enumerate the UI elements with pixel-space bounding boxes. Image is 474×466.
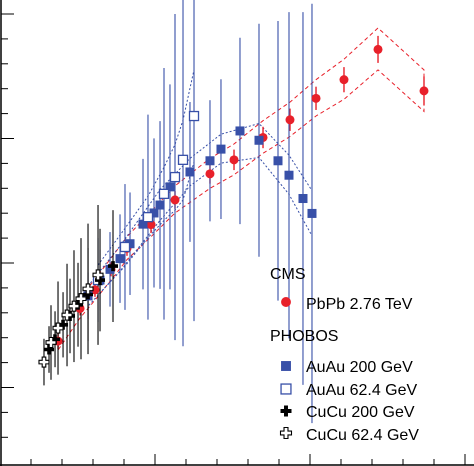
point-auau-200-gev-11: [216, 144, 226, 154]
point-auau-62-4-gev-4: [169, 171, 181, 183]
point-cucu-62-4-gev-4: [68, 300, 80, 312]
point-pbpb-2-76-tev-11: [311, 93, 321, 103]
point-auau-200-gev-16: [298, 194, 308, 204]
point-pbpb-2-76-tev-7: [205, 169, 215, 179]
point-pbpb-2-76-tev-5: [146, 220, 156, 230]
data-markers: [38, 44, 429, 368]
point-auau-200-gev-12: [235, 126, 245, 136]
point-cucu-200-gev-2: [58, 319, 69, 330]
point-auau-200-gev-2: [105, 264, 115, 274]
point-auau-200-gev-6: [149, 208, 159, 218]
point-cucu-200-gev-1: [50, 334, 61, 345]
point-auau-62-4-gev-5: [177, 154, 189, 165]
point-auau-200-gev-5: [138, 219, 148, 229]
point-auau-200-gev-3: [115, 254, 125, 264]
point-cucu-62-4-gev-7: [92, 269, 104, 281]
point-auau-200-gev-10: [205, 156, 215, 166]
legend-marker-cucu-624: [279, 426, 293, 440]
legend-symbol-cucu-62-4-gev: [279, 426, 293, 440]
legend-marker-cucu-200: [280, 405, 292, 417]
point-cucu-62-4-gev-2: [52, 322, 64, 334]
legend-label-pbpb-276: PbPb 2.76 TeV: [306, 296, 413, 313]
legend-marker-auau-624: [280, 383, 292, 395]
legend-label-auau-624: AuAu 62.4 GeV: [306, 382, 418, 399]
point-pbpb-2-76-tev-10: [285, 115, 295, 125]
point-cucu-62-4-gev-1: [45, 336, 57, 349]
legend-symbol-cucu-200-gev: [280, 405, 292, 417]
legend-marker-pbpb-276: [281, 297, 291, 307]
point-auau-62-4-gev-2: [142, 212, 154, 223]
point-auau-200-gev-14: [273, 156, 283, 166]
legend-symbol-auau-200-gev: [281, 361, 291, 371]
legend: CMS PbPb 2.76 TeV PHOBOS AuAu 200 GeV Au…: [270, 266, 419, 444]
legend-label-auau-200: AuAu 200 GeV: [306, 359, 413, 376]
point-auau-200-gev-7: [155, 200, 165, 210]
point-cucu-200-gev-7: [108, 261, 119, 272]
legend-title-phobos: PHOBOS: [270, 328, 338, 345]
legend-label-cucu-200: CuCu 200 GeV: [306, 404, 415, 421]
point-pbpb-2-76-tev-6: [170, 195, 180, 205]
point-auau-62-4-gev-1: [119, 241, 131, 253]
band-pbpb-2-76-tev: [57, 27, 425, 352]
point-pbpb-2-76-tev-14: [419, 86, 429, 96]
point-auau-62-4-gev-6: [188, 110, 200, 122]
point-auau-200-gev-8: [165, 182, 175, 192]
point-auau-62-4-gev-3: [158, 188, 170, 200]
point-cucu-200-gev-5: [83, 289, 94, 300]
point-auau-200-gev-9: [185, 167, 195, 177]
point-cucu-62-4-gev-3: [61, 309, 73, 321]
legend-marker-auau-200: [281, 361, 291, 371]
point-pbpb-2-76-tev-12: [339, 75, 349, 85]
point-cucu-62-4-gev-6: [82, 283, 94, 295]
point-auau-200-gev-15: [284, 170, 294, 180]
point-pbpb-2-76-tev-13: [373, 44, 383, 54]
legend-title-cms: CMS: [270, 266, 306, 283]
legend-symbol-pbpb-2-76-tev: [281, 297, 291, 307]
point-cucu-62-4-gev-0: [38, 356, 50, 368]
legend-label-cucu-624: CuCu 62.4 GeV: [306, 427, 419, 444]
legend-symbol-auau-62-4-gev: [280, 383, 292, 395]
point-pbpb-2-76-tev-8: [229, 155, 239, 165]
point-cucu-62-4-gev-5: [75, 293, 87, 305]
point-auau-200-gev-13: [254, 135, 264, 145]
point-auau-200-gev-17: [307, 208, 317, 218]
point-cucu-200-gev-0: [44, 344, 55, 355]
